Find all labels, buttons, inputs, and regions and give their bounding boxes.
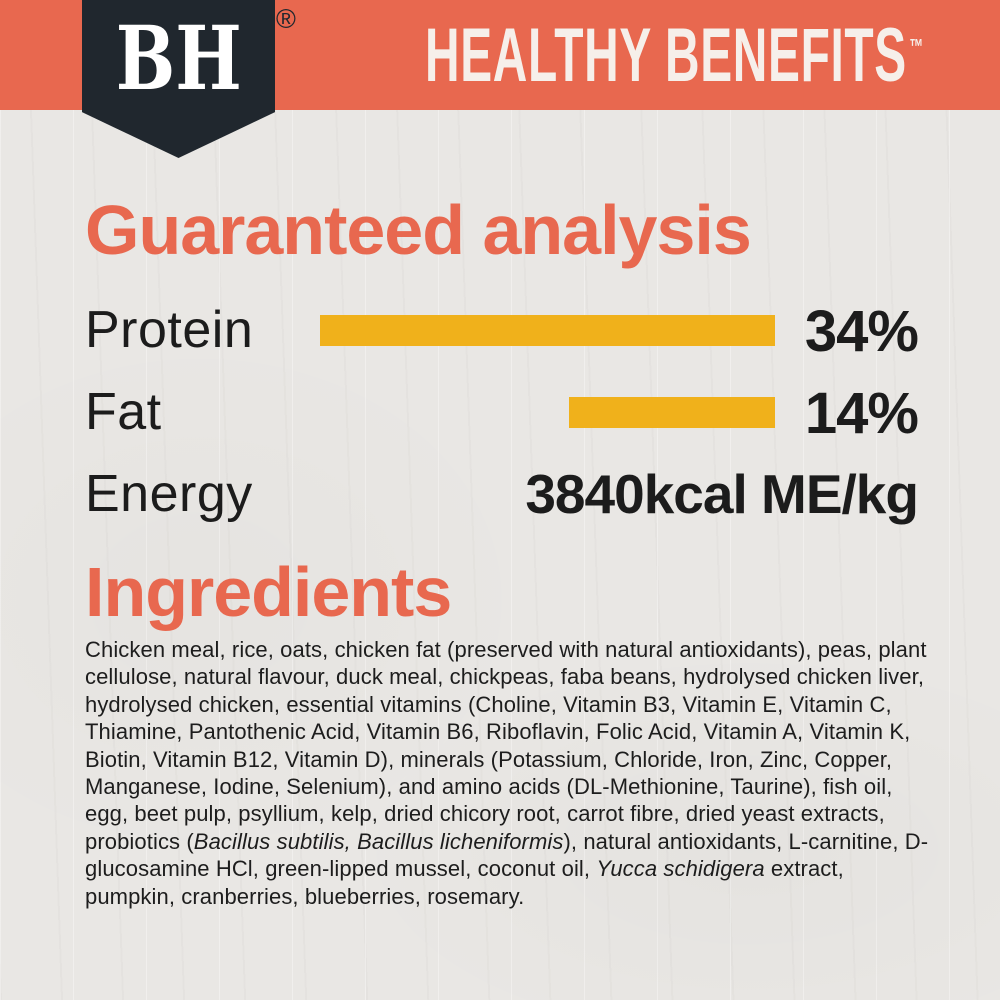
ingredients-segment-italic: Yucca schidigera xyxy=(596,856,765,882)
ingredients-segment: ), natural antioxidants, L-carnitine, D-… xyxy=(85,828,929,882)
energy-value: 3840kcal ME/kg xyxy=(525,463,919,525)
protein-value: 34% xyxy=(804,299,919,364)
brand-logo-pennant: BH xyxy=(82,0,275,158)
banner-title-text: HEALTHY BENEFITS ™ xyxy=(425,12,923,99)
ingredients-segment: Chicken meal, rice, oats, chicken fat (p… xyxy=(85,637,927,854)
registered-mark-icon: ® xyxy=(276,4,296,34)
ingredients-text: Chicken meal, rice, oats, chicken fat (p… xyxy=(85,636,933,910)
guaranteed-analysis-title: Guaranteed analysis xyxy=(85,191,752,269)
ingredients-segment-italic: Bacillus subtilis, Bacillus licheniformi… xyxy=(193,828,564,854)
ingredients-segment: extract, pumpkin, cranberries, blueberri… xyxy=(85,856,844,909)
energy-label: Energy xyxy=(85,465,253,523)
banner-title-label: HEALTHY BENEFITS xyxy=(425,12,907,98)
banner-title: HEALTHY BENEFITS ™ xyxy=(425,0,1000,110)
protein-label: Protein xyxy=(85,301,254,359)
trademark-symbol: ™ xyxy=(909,34,924,60)
fat-label: Fat xyxy=(85,383,162,441)
brand-logo-text: BH xyxy=(115,6,242,110)
fat-value: 14% xyxy=(804,381,919,446)
fat-bar xyxy=(569,397,775,428)
ingredients-title: Ingredients xyxy=(85,553,452,631)
protein-bar xyxy=(320,315,775,346)
